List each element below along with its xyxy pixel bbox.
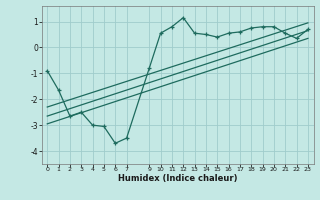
X-axis label: Humidex (Indice chaleur): Humidex (Indice chaleur) (118, 174, 237, 183)
